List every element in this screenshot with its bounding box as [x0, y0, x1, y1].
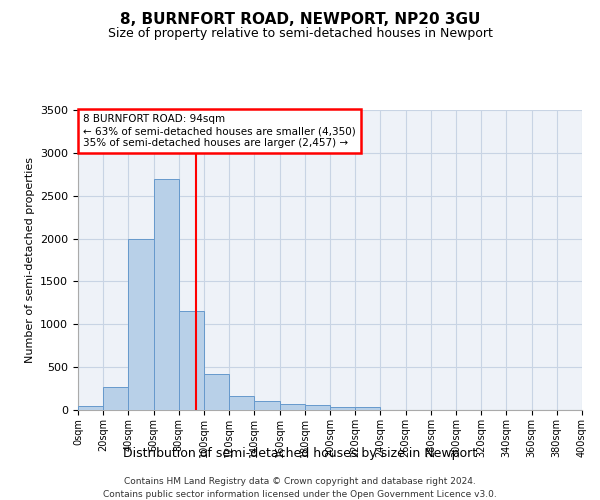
Bar [330, 408, 355, 410]
Bar [355, 408, 380, 410]
Bar [280, 404, 305, 410]
Text: Contains HM Land Registry data © Crown copyright and database right 2024.: Contains HM Land Registry data © Crown c… [124, 478, 476, 486]
Text: Contains public sector information licensed under the Open Government Licence v3: Contains public sector information licen… [103, 490, 497, 499]
Bar [179, 312, 204, 410]
Bar [78, 406, 103, 410]
Y-axis label: Number of semi-detached properties: Number of semi-detached properties [25, 157, 35, 363]
Text: 8 BURNFORT ROAD: 94sqm
← 63% of semi-detached houses are smaller (4,350)
35% of : 8 BURNFORT ROAD: 94sqm ← 63% of semi-det… [83, 114, 356, 148]
Text: Distribution of semi-detached houses by size in Newport: Distribution of semi-detached houses by … [123, 448, 477, 460]
Text: Size of property relative to semi-detached houses in Newport: Size of property relative to semi-detach… [107, 28, 493, 40]
Bar [204, 374, 229, 410]
Text: 8, BURNFORT ROAD, NEWPORT, NP20 3GU: 8, BURNFORT ROAD, NEWPORT, NP20 3GU [120, 12, 480, 28]
Bar [103, 387, 128, 410]
Bar [305, 406, 330, 410]
Bar [128, 238, 154, 410]
Bar [254, 402, 280, 410]
Bar [154, 178, 179, 410]
Bar [229, 396, 254, 410]
